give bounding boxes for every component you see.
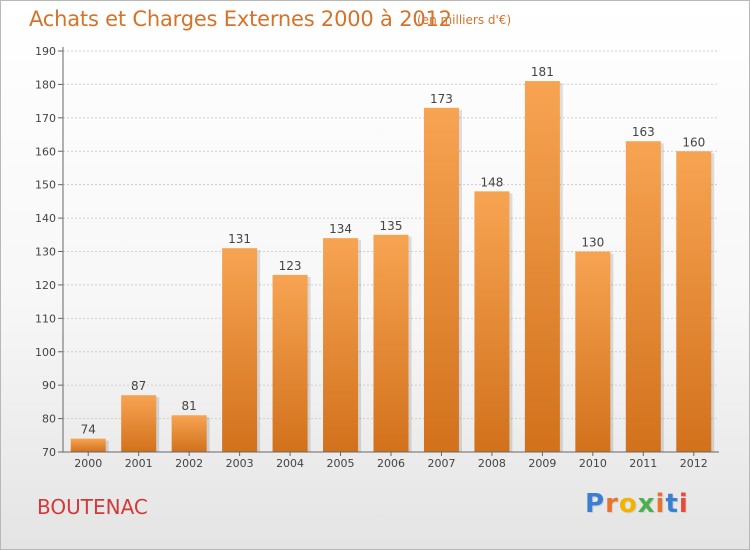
location-name: BOUTENAC <box>37 495 148 519</box>
proxiti-logo: Proxiti <box>585 489 689 519</box>
y-tick-label: 160 <box>35 145 56 158</box>
x-tick-label: 2004 <box>276 457 304 470</box>
y-tick-label: 80 <box>42 413 56 426</box>
y-tick-label: 190 <box>35 45 56 58</box>
axes <box>58 47 719 456</box>
labels: 70 80 90 100 110 120 130 140 150 160 170 180 190 74 20… <box>35 45 708 470</box>
data-label: 87 <box>131 379 146 393</box>
y-tick-label: 140 <box>35 212 56 225</box>
data-label: 163 <box>632 125 655 139</box>
x-tick-label: 2010 <box>579 457 607 470</box>
bar <box>121 395 157 452</box>
logo-letter: x <box>637 489 656 519</box>
x-tick-label: 2005 <box>327 457 355 470</box>
x-tick-label: 2012 <box>680 457 708 470</box>
x-tick-label: 2000 <box>74 457 102 470</box>
bar <box>272 274 308 452</box>
bars <box>70 81 715 452</box>
bar <box>676 151 712 452</box>
chart-subtitle: (en milliers d'€) <box>417 13 512 27</box>
bar <box>423 107 459 452</box>
y-tick-label: 150 <box>35 179 56 192</box>
bar <box>70 438 106 452</box>
x-tick-label: 2002 <box>175 457 203 470</box>
bar <box>171 415 207 452</box>
bar <box>323 238 359 452</box>
data-label: 131 <box>228 232 251 246</box>
y-tick-label: 90 <box>42 379 56 392</box>
x-tick-label: 2001 <box>125 457 153 470</box>
y-tick-label: 100 <box>35 346 56 359</box>
x-tick-label: 2008 <box>478 457 506 470</box>
bar <box>625 141 661 452</box>
data-label: 148 <box>480 175 503 189</box>
x-tick-label: 2009 <box>528 457 556 470</box>
data-label: 160 <box>682 135 705 149</box>
bar <box>474 191 510 452</box>
bar <box>373 234 409 452</box>
bar <box>222 248 258 452</box>
logo-letter: i <box>655 489 666 519</box>
x-tick-label: 2006 <box>377 457 405 470</box>
y-tick-label: 120 <box>35 279 56 292</box>
data-label: 130 <box>581 236 604 250</box>
data-label: 81 <box>182 399 197 413</box>
bar <box>524 81 560 452</box>
data-label: 74 <box>81 423 96 437</box>
x-tick-label: 2011 <box>629 457 657 470</box>
x-tick-label: 2003 <box>226 457 254 470</box>
y-tick-label: 70 <box>42 446 56 459</box>
logo-letter: t <box>665 489 679 519</box>
data-label: 135 <box>380 219 403 233</box>
bar <box>575 251 611 452</box>
y-tick-label: 130 <box>35 246 56 259</box>
data-label: 134 <box>329 222 352 236</box>
x-tick-label: 2007 <box>427 457 455 470</box>
logo-letter: o <box>618 489 638 519</box>
chart-title: Achats et Charges Externes 2000 à 2012 <box>29 7 452 31</box>
logo-letter: i <box>678 489 689 519</box>
data-label: 173 <box>430 92 453 106</box>
y-tick-label: 110 <box>35 312 56 325</box>
logo-letter: r <box>605 489 619 519</box>
data-label: 123 <box>279 259 302 273</box>
logo-letter: P <box>585 489 606 519</box>
y-tick-label: 170 <box>35 112 56 125</box>
data-label: 181 <box>531 65 554 79</box>
y-tick-label: 180 <box>35 78 56 91</box>
